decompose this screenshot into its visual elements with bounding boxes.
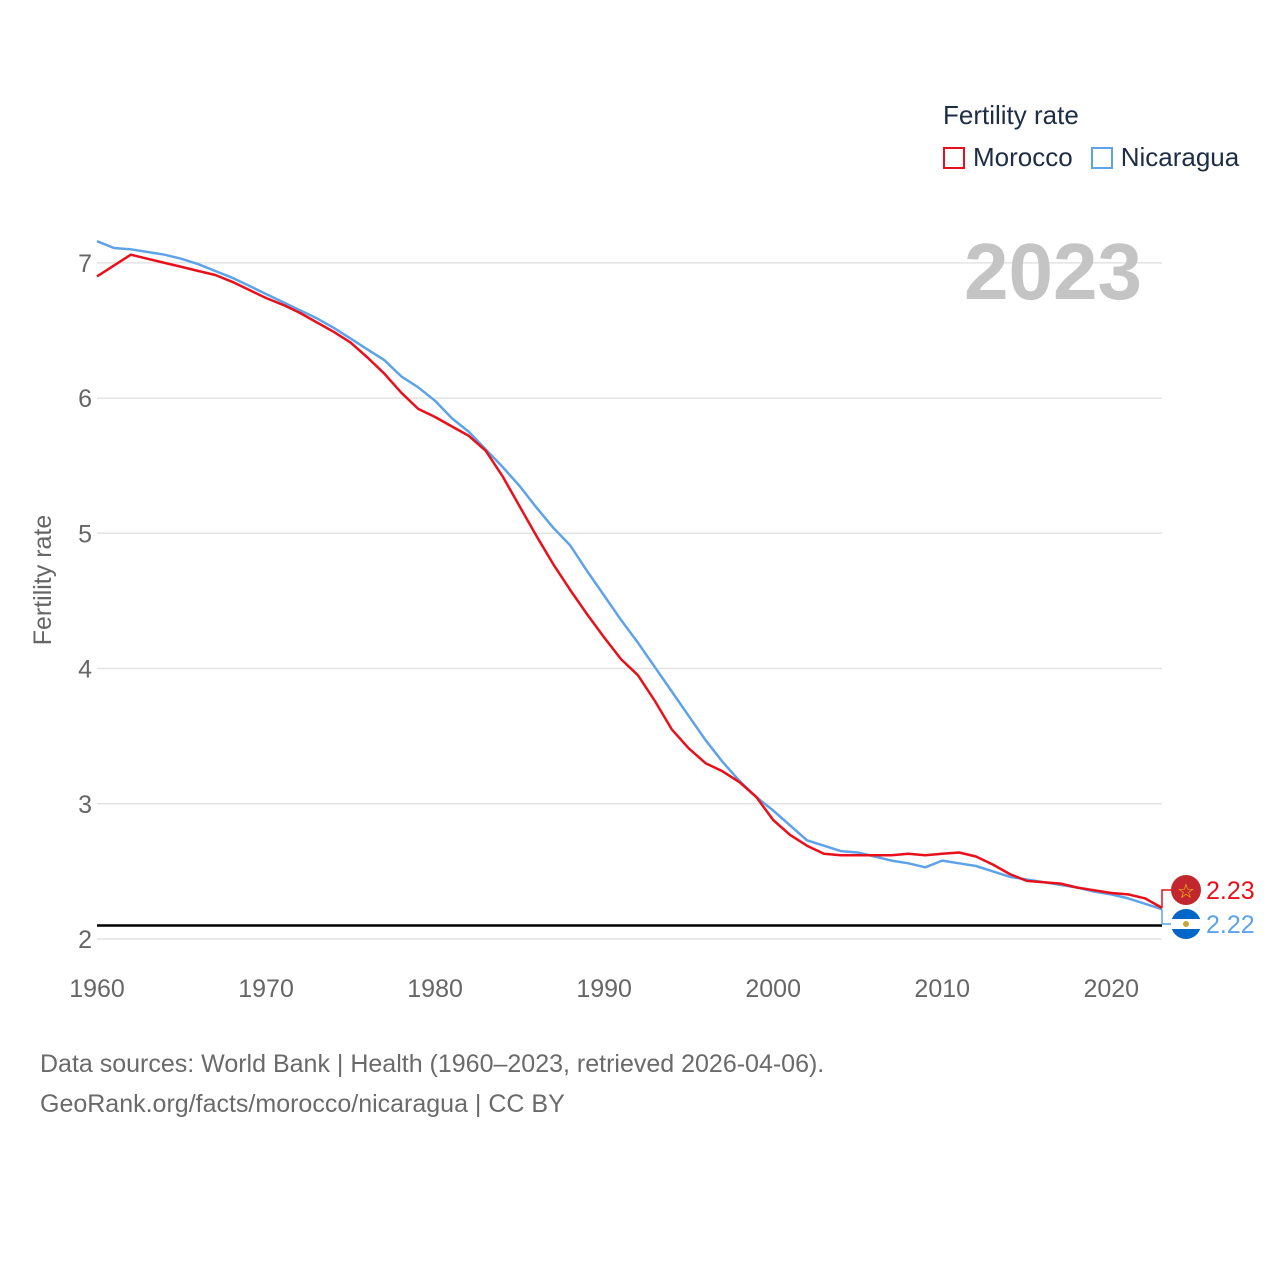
legend-label-nicaragua: Nicaragua (1120, 142, 1240, 172)
y-tick-label: 3 (78, 791, 92, 819)
legend-title: Fertility rate (943, 100, 1079, 130)
x-tick-label: 1990 (576, 975, 632, 1003)
end-labels: ☆ 2.23 2.22 (1161, 875, 1255, 939)
x-tick-label: 1980 (407, 975, 463, 1003)
legend-swatch-nicaragua (1090, 146, 1113, 169)
y-tick-label: 5 (78, 520, 92, 548)
end-connector-morocco (1161, 889, 1172, 908)
legend: Morocco Nicaragua (943, 142, 1257, 173)
y-axis-label: Fertility rate (29, 515, 57, 646)
legend-label-morocco: Morocco (973, 142, 1073, 172)
end-value-nicaragua: 2.22 (1206, 911, 1255, 939)
y-tick-label: 2 (78, 926, 92, 954)
legend-swatch-morocco (943, 146, 965, 169)
series-line-nicaragua[interactable] (96, 240, 1163, 911)
current-year-label: 2023 (964, 227, 1142, 316)
y-axis-ticks: 2 3 4 5 6 7 (78, 250, 92, 954)
series-line-morocco[interactable] (96, 253, 1163, 909)
source-line-2[interactable]: GeoRank.org/facts/morocco/nicaragua | CC… (40, 1090, 565, 1118)
y-tick-label: 6 (78, 385, 92, 413)
source-line-1: Data sources: World Bank | Health (1960–… (40, 1050, 825, 1078)
x-tick-label: 2020 (1083, 975, 1139, 1003)
x-tick-label: 2000 (745, 975, 801, 1003)
flag-nicaragua-icon (1171, 909, 1201, 939)
source-footer: Data sources: World Bank | Health (1960–… (40, 1044, 824, 1124)
flag-morocco-icon: ☆ (1171, 875, 1201, 905)
x-tick-label: 1960 (69, 975, 125, 1003)
x-tick-label: 1970 (238, 975, 294, 1003)
legend-item-morocco[interactable]: Morocco (943, 142, 1073, 173)
svg-text:☆: ☆ (1177, 879, 1195, 903)
end-connector-nicaragua (1161, 909, 1172, 925)
gridlines (97, 262, 1162, 940)
legend-item-nicaragua[interactable]: Nicaragua (1090, 142, 1240, 173)
series-lines (96, 240, 1163, 911)
y-tick-label: 7 (78, 250, 92, 278)
x-tick-label: 2010 (914, 975, 970, 1003)
end-value-morocco: 2.23 (1206, 877, 1255, 905)
y-tick-label: 4 (78, 656, 92, 684)
x-axis-ticks: 1960 1970 1980 1990 2000 2010 2020 (69, 975, 1139, 1003)
